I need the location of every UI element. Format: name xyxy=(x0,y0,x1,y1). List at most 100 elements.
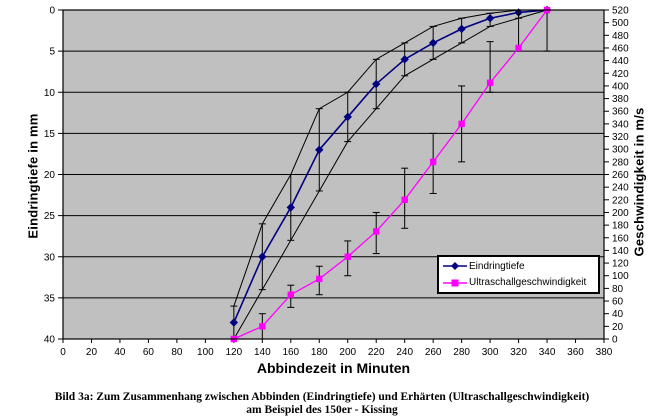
svg-text:260: 260 xyxy=(425,347,442,358)
svg-text:280: 280 xyxy=(612,157,629,168)
svg-text:300: 300 xyxy=(612,145,629,156)
svg-text:180: 180 xyxy=(612,221,629,232)
svg-text:400: 400 xyxy=(612,81,629,92)
square-marker xyxy=(458,120,465,128)
svg-text:320: 320 xyxy=(612,132,629,143)
diamond-marker xyxy=(485,14,495,23)
square-marker xyxy=(287,291,294,298)
left-axis: 0 5 10 15 20 25 30 35 40 xyxy=(44,6,63,346)
square-marker xyxy=(486,79,494,86)
svg-text:20: 20 xyxy=(86,347,98,358)
data-line xyxy=(233,9,548,340)
svg-text:340: 340 xyxy=(612,119,629,130)
legend-label-eindringtiefe: Eindringtiefe xyxy=(469,260,525,272)
square-marker xyxy=(259,323,266,330)
svg-text:15: 15 xyxy=(44,129,56,140)
svg-text:80: 80 xyxy=(612,284,624,295)
svg-text:180: 180 xyxy=(311,347,328,358)
diamond-marker xyxy=(229,318,239,327)
svg-text:25: 25 xyxy=(44,211,56,222)
caption-line-2: am Beispiel des 150er - Kissing xyxy=(246,404,398,416)
svg-text:140: 140 xyxy=(254,347,271,358)
svg-text:280: 280 xyxy=(453,347,470,358)
legend-item-ultraschallgeschwindigkeit: Ultraschallgeschwindigkeit xyxy=(443,277,596,288)
svg-text:520: 520 xyxy=(612,6,629,17)
left-axis-title: Eindringtiefe in mm xyxy=(25,113,41,239)
svg-text:380: 380 xyxy=(612,94,629,105)
svg-text:380: 380 xyxy=(596,347,613,358)
svg-text:40: 40 xyxy=(612,309,624,320)
svg-text:240: 240 xyxy=(396,347,413,358)
svg-text:0: 0 xyxy=(60,347,66,358)
svg-text:460: 460 xyxy=(612,43,629,54)
right-axis-title: Geschwindigkeit in m/s xyxy=(631,107,647,257)
svg-text:0: 0 xyxy=(612,335,618,346)
svg-text:120: 120 xyxy=(612,259,629,270)
diamond-marker xyxy=(457,24,466,34)
svg-text:40: 40 xyxy=(44,335,56,346)
svg-text:60: 60 xyxy=(612,297,624,308)
svg-text:30: 30 xyxy=(44,252,56,263)
legend-label-ultraschallgeschwindigkeit: Ultraschallgeschwindigkeit xyxy=(469,277,587,289)
svg-text:35: 35 xyxy=(44,293,56,304)
diamond-marker xyxy=(428,38,438,48)
series-ultraschallgeschwindigkeit xyxy=(230,6,551,343)
diamond-marker xyxy=(286,203,295,212)
x-axis-title: Abbindezeit in Minuten xyxy=(256,360,411,376)
svg-text:40: 40 xyxy=(114,347,126,358)
legend-diamond-marker-icon xyxy=(443,262,467,271)
svg-text:240: 240 xyxy=(612,183,629,194)
diamond-marker xyxy=(400,55,409,64)
plot-border xyxy=(62,9,605,340)
x-axis: 0 20 40 60 80 100 120 140 160 180 200 220 240 260 280 3… xyxy=(60,339,613,358)
svg-text:60: 60 xyxy=(143,347,155,358)
square-marker xyxy=(373,228,380,235)
svg-text:420: 420 xyxy=(612,69,629,80)
legend-item-eindringtiefe: Eindringtiefe xyxy=(443,261,596,272)
square-marker xyxy=(344,253,351,260)
svg-text:0: 0 xyxy=(49,6,55,17)
data-line xyxy=(233,9,548,323)
square-marker xyxy=(515,44,522,52)
legend: Eindringtiefe Ultraschallgeschwindigkeit xyxy=(437,255,600,294)
legend-square-marker-icon xyxy=(443,279,467,287)
diamond-marker xyxy=(343,112,352,122)
svg-text:500: 500 xyxy=(612,18,629,29)
square-marker xyxy=(401,196,408,204)
svg-text:10: 10 xyxy=(44,88,56,99)
svg-text:260: 260 xyxy=(612,170,629,181)
diamond-marker xyxy=(315,145,324,155)
caption-line-1: Bild 3a: Zum Zusammenhang zwischen Abbin… xyxy=(54,391,590,403)
svg-text:360: 360 xyxy=(567,347,584,358)
svg-text:160: 160 xyxy=(282,347,299,358)
svg-text:120: 120 xyxy=(225,347,242,358)
svg-text:220: 220 xyxy=(612,195,629,206)
right-axis: 0204060801001201401601802002202402602803… xyxy=(604,6,629,346)
envelope-err_min xyxy=(233,9,548,307)
figure-caption: Bild 3a: Zum Zusammenhang zwischen Abbin… xyxy=(0,391,644,417)
svg-text:160: 160 xyxy=(612,233,629,244)
svg-text:480: 480 xyxy=(612,31,629,42)
diamond-marker xyxy=(258,252,267,261)
svg-text:200: 200 xyxy=(612,208,629,219)
svg-text:320: 320 xyxy=(510,347,527,358)
svg-text:340: 340 xyxy=(539,347,556,358)
svg-text:140: 140 xyxy=(612,246,629,257)
envelope-err_max xyxy=(233,9,548,340)
svg-text:5: 5 xyxy=(49,47,55,58)
diamond-marker xyxy=(372,79,381,89)
svg-text:20: 20 xyxy=(44,170,56,181)
svg-text:360: 360 xyxy=(612,107,629,118)
svg-text:100: 100 xyxy=(612,271,629,282)
svg-text:440: 440 xyxy=(612,56,629,67)
svg-text:20: 20 xyxy=(612,322,624,333)
square-marker xyxy=(429,158,437,166)
svg-text:80: 80 xyxy=(171,347,183,358)
svg-text:100: 100 xyxy=(197,347,214,358)
svg-text:200: 200 xyxy=(339,347,356,358)
svg-text:300: 300 xyxy=(482,347,499,358)
svg-text:220: 220 xyxy=(368,347,385,358)
square-marker xyxy=(316,275,323,283)
